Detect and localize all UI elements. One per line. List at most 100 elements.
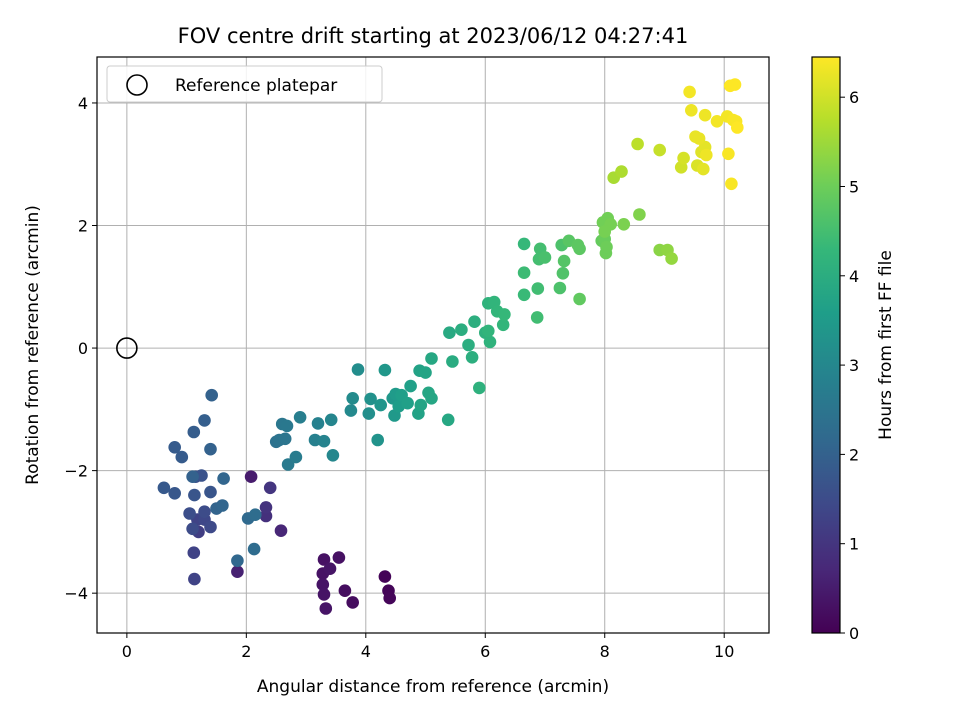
data-point <box>556 267 570 280</box>
data-point <box>231 565 244 578</box>
plot-frame <box>96 56 770 634</box>
data-point <box>351 363 365 376</box>
data-point <box>697 162 710 176</box>
x-tick-label: 10 <box>714 642 734 661</box>
data-point <box>317 553 331 566</box>
data-point <box>374 398 388 412</box>
data-point <box>557 254 571 268</box>
data-point <box>311 417 325 430</box>
x-tick-label: 2 <box>241 642 251 661</box>
data-point <box>205 388 218 402</box>
data-point <box>401 396 414 410</box>
colorbar-tick-label: 5 <box>849 177 859 196</box>
data-point <box>598 225 611 238</box>
data-point <box>319 602 333 615</box>
data-point <box>473 381 486 395</box>
data-point <box>317 434 331 448</box>
data-point <box>443 326 456 340</box>
data-point <box>692 132 706 145</box>
colorbar-tick-label: 3 <box>849 356 859 375</box>
data-point <box>425 392 438 405</box>
data-point <box>685 104 698 117</box>
data-point <box>538 251 552 264</box>
chart-title: FOV centre drift starting at 2023/06/12 … <box>178 24 689 48</box>
data-point <box>247 542 261 556</box>
x-tick-label: 4 <box>361 642 371 661</box>
y-tick-label: 4 <box>78 94 88 113</box>
colorbar-tick-label: 2 <box>849 445 859 464</box>
data-point <box>700 148 713 162</box>
x-tick-label: 6 <box>480 642 490 661</box>
data-point <box>289 450 303 464</box>
data-point <box>617 218 631 231</box>
colorbar-tick-label: 0 <box>849 624 859 643</box>
data-point <box>204 520 217 534</box>
colorbar-label: Hours from first FF file <box>876 250 896 440</box>
legend-box <box>106 65 383 103</box>
data-point <box>231 554 244 567</box>
data-point <box>725 177 738 191</box>
data-point <box>323 562 337 575</box>
data-point <box>653 143 666 157</box>
data-point <box>462 338 475 352</box>
y-tick-label: −2 <box>64 462 88 481</box>
x-axis-ticks: 0 2 4 6 8 10 <box>122 633 734 661</box>
legend-reference-marker <box>126 74 148 96</box>
data-point <box>419 366 432 379</box>
colorbar: 0 1 2 3 4 5 6 Hours from first FF file <box>811 56 896 643</box>
colorbar-tick-label: 1 <box>849 535 859 554</box>
y-axis-ticks: −4 −2 0 2 4 <box>64 94 97 603</box>
data-point <box>188 572 201 586</box>
data-point <box>378 570 392 583</box>
data-point <box>217 472 230 485</box>
data-point <box>517 288 531 302</box>
data-point <box>728 78 742 91</box>
colorbar-tick-label: 4 <box>849 267 859 286</box>
plot-area: 0 2 4 6 8 10 −4 −2 0 2 4 <box>64 56 770 661</box>
data-point <box>531 282 545 295</box>
colorbar-gradient <box>811 56 841 634</box>
data-point <box>722 147 735 161</box>
data-point <box>677 151 690 165</box>
y-tick-label: −4 <box>64 584 88 603</box>
data-point <box>324 413 338 427</box>
data-point <box>615 165 628 178</box>
data-point <box>344 404 358 417</box>
data-point <box>482 324 495 338</box>
data-point <box>362 407 376 420</box>
data-point <box>278 432 292 446</box>
x-tick-label: 8 <box>600 642 610 661</box>
data-point <box>188 488 201 502</box>
data-point <box>244 470 258 484</box>
data-point <box>573 242 586 256</box>
data-point <box>186 470 199 484</box>
data-point <box>364 392 377 406</box>
data-point <box>274 524 288 537</box>
colorbar-ticks: 0 1 2 3 4 5 6 <box>840 88 859 643</box>
data-point <box>346 596 360 609</box>
data-point <box>198 414 211 427</box>
data-points <box>157 78 744 615</box>
data-point <box>633 208 646 221</box>
data-point <box>698 108 712 122</box>
data-point <box>316 578 330 591</box>
data-point <box>425 352 438 365</box>
data-point <box>187 546 201 559</box>
data-point <box>573 292 586 306</box>
data-point <box>216 499 229 512</box>
x-tick-label: 0 <box>122 642 132 661</box>
data-point <box>168 487 181 500</box>
data-point <box>326 449 340 462</box>
data-point <box>465 351 479 364</box>
data-point <box>600 240 613 254</box>
data-point <box>530 311 544 324</box>
data-point <box>383 591 397 605</box>
data-point <box>414 398 428 412</box>
data-point <box>631 137 644 151</box>
data-point <box>293 411 307 424</box>
data-point <box>183 507 196 520</box>
x-axis-label: Angular distance from reference (arcmin) <box>257 677 609 697</box>
reference-platepar-marker <box>116 337 138 359</box>
data-point <box>338 584 352 597</box>
